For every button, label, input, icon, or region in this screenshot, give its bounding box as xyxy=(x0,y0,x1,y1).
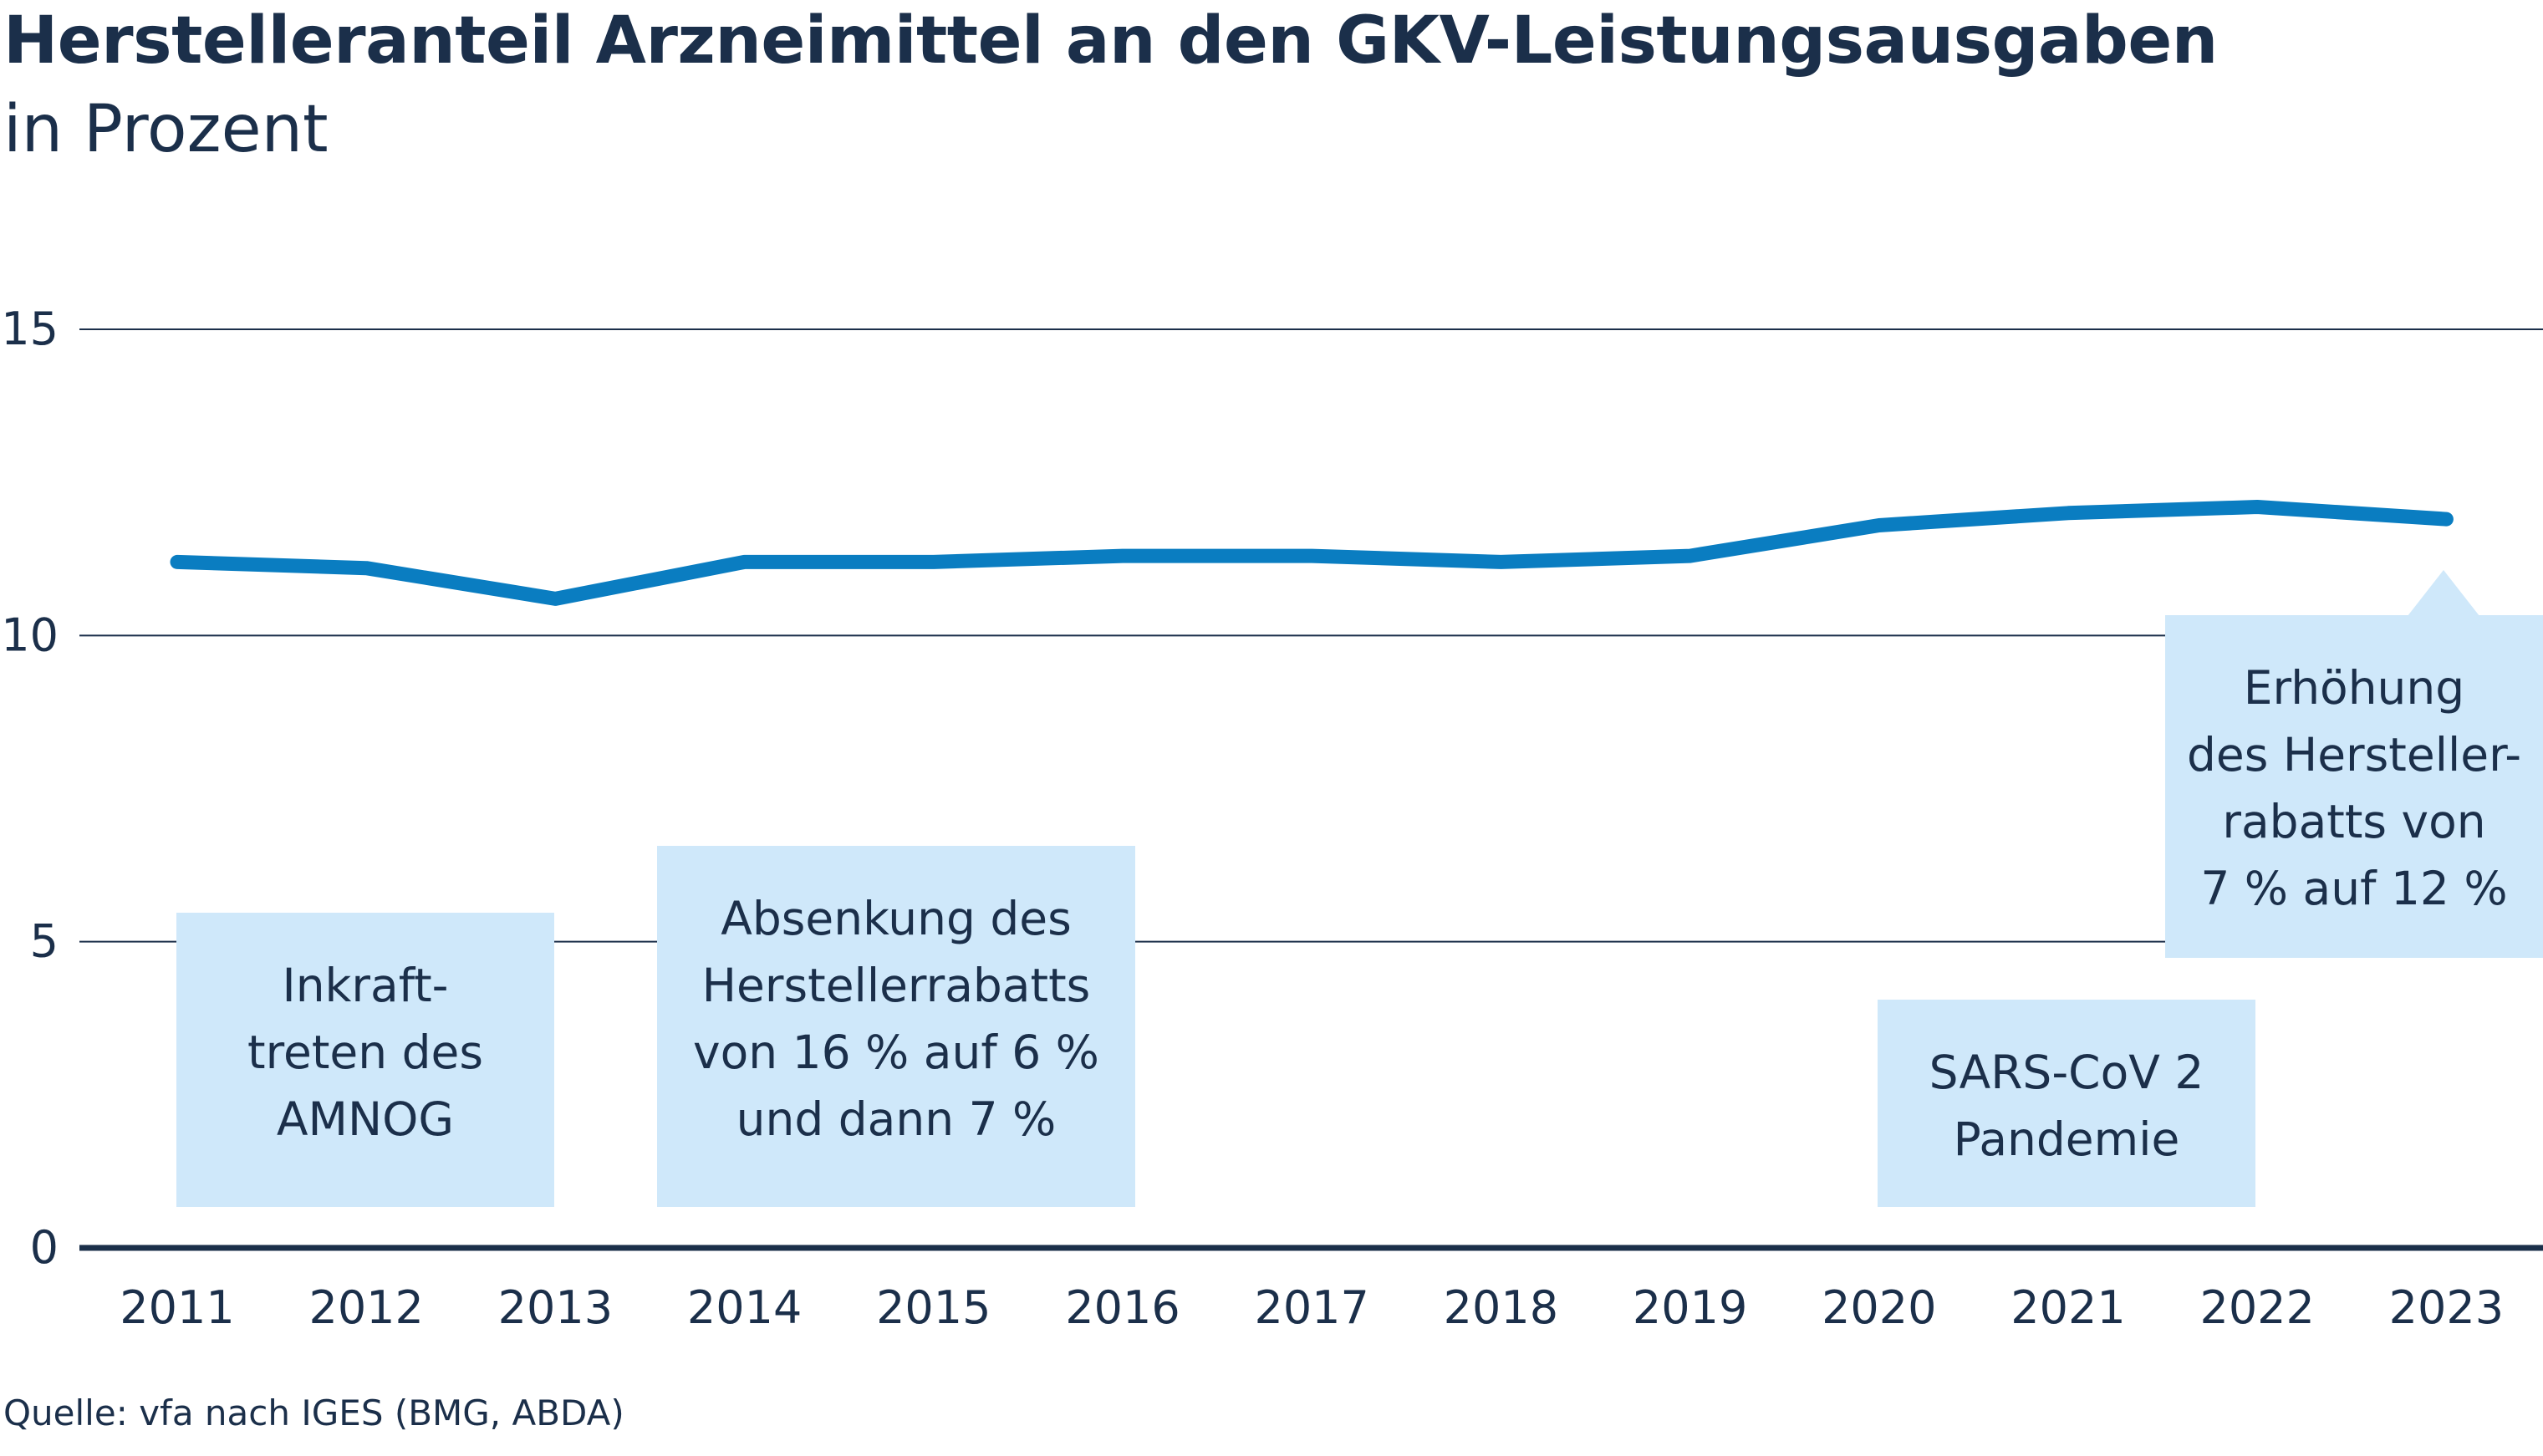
annotation-pointer xyxy=(2408,570,2479,616)
x-tick-label: 2020 xyxy=(1822,1281,1936,1334)
x-tick-label: 2011 xyxy=(120,1281,234,1334)
x-tick-label: 2017 xyxy=(1254,1281,1368,1334)
x-tick-label: 2016 xyxy=(1065,1281,1180,1334)
annotation-text: Inkraft- xyxy=(282,959,448,1012)
annotation-text: SARS-CoV 2 xyxy=(1929,1046,2204,1099)
axes: 0 5 10 15 2011 2012 2013 2014 2015 2016 2017 2018 20… xyxy=(1,303,2543,1334)
chart-title: Herstelleranteil Arzneimittel an den GKV… xyxy=(3,3,2218,79)
annotation-box xyxy=(176,913,554,1207)
annotation-text: AMNOG xyxy=(277,1092,454,1146)
y-tick-label: 0 xyxy=(30,1221,59,1274)
annotation-box xyxy=(657,846,1135,1207)
x-tick-label: 2019 xyxy=(1633,1281,1747,1334)
annotation-text: von 16 % auf 6 % xyxy=(693,1026,1099,1079)
x-tick-label: 2014 xyxy=(687,1281,802,1334)
y-tick-label: 5 xyxy=(30,915,59,968)
data-series xyxy=(170,500,2454,606)
annotation-text: Absenkung des xyxy=(721,892,1072,945)
series-line xyxy=(170,500,2454,606)
annotation-box xyxy=(1878,1000,2255,1207)
annotation-text: 7 % auf 12 % xyxy=(2200,862,2507,915)
x-tick-label: 2013 xyxy=(498,1281,613,1334)
annotation-text: Erhöhung xyxy=(2244,661,2464,715)
annotation-text: Pandemie xyxy=(1954,1112,2180,1166)
chart-subtitle: in Prozent xyxy=(3,92,329,167)
y-tick-label: 15 xyxy=(1,303,59,355)
annotations: Inkraft-treten des AMNOG Absenkung des Hers… xyxy=(176,570,2543,1207)
y-tick-label: 10 xyxy=(1,608,59,661)
x-tick-label: 2023 xyxy=(2389,1281,2504,1334)
annotation-text: treten des xyxy=(247,1026,483,1079)
annotation-text: des Hersteller- xyxy=(2187,728,2521,781)
annotation-text: Herstellerrabatts xyxy=(702,959,1091,1012)
annotation-box xyxy=(2165,615,2543,958)
x-tick-label: 2012 xyxy=(308,1281,423,1334)
annotation-text: und dann 7 % xyxy=(736,1092,1057,1146)
x-tick-label: 2022 xyxy=(2199,1281,2314,1334)
source-note: Quelle: vfa nach IGES (BMG, ABDA) xyxy=(3,1392,624,1433)
annotation-text: rabatts von xyxy=(2222,795,2485,848)
x-tick-label: 2021 xyxy=(2010,1281,2125,1334)
x-tick-label: 2018 xyxy=(1444,1281,1558,1334)
x-tick-label: 2015 xyxy=(876,1281,991,1334)
